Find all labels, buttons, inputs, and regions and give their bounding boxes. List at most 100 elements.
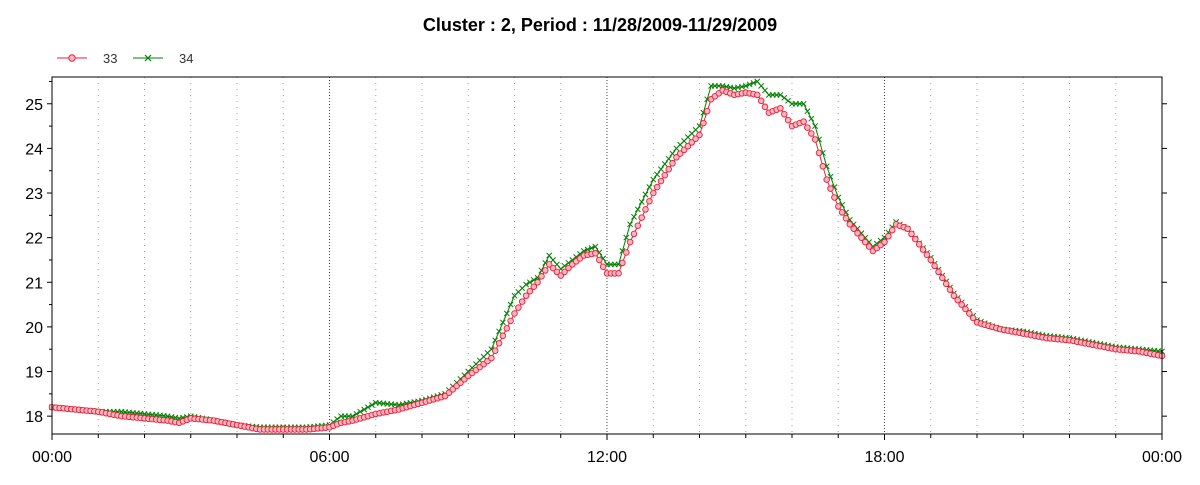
y-tick-label: 23 — [25, 186, 43, 203]
plot-series — [48, 78, 1166, 433]
data-point-33 — [495, 340, 503, 347]
data-point-34 — [654, 171, 661, 178]
data-point-34 — [627, 221, 634, 228]
data-point-33 — [518, 298, 526, 305]
data-point-33 — [939, 274, 946, 282]
data-point-33 — [865, 243, 873, 250]
data-point-33 — [630, 230, 638, 238]
data-point-33 — [915, 241, 923, 248]
legend-label-34: 34 — [179, 51, 193, 66]
data-point-33 — [673, 154, 680, 161]
y-tick-label: 24 — [25, 141, 43, 158]
data-point-34 — [365, 404, 371, 411]
data-point-33 — [784, 116, 792, 124]
data-point-33 — [646, 197, 653, 205]
data-point-33 — [861, 238, 869, 246]
data-point-33 — [808, 130, 815, 137]
data-point-34 — [777, 91, 784, 98]
data-point-33 — [761, 103, 769, 111]
series-line-33 — [51, 89, 1163, 430]
data-point-33 — [850, 225, 857, 232]
data-point-33 — [888, 226, 896, 234]
data-point-33 — [553, 268, 561, 276]
data-point-33 — [634, 222, 642, 229]
data-point-34 — [523, 281, 530, 288]
data-point-33 — [835, 203, 842, 210]
data-point-33 — [491, 347, 499, 354]
data-point-33 — [596, 256, 603, 264]
x-tick-label: 12:00 — [587, 449, 627, 466]
data-point-33 — [669, 160, 676, 167]
data-point-33 — [561, 268, 568, 276]
data-point-34 — [361, 406, 368, 413]
data-point-33 — [619, 259, 626, 267]
data-point-33 — [831, 194, 838, 201]
data-point-33 — [684, 142, 692, 150]
data-point-33 — [842, 215, 850, 222]
data-point-33 — [923, 251, 931, 259]
data-point-33 — [511, 310, 518, 317]
data-point-34 — [746, 81, 753, 88]
data-point-34 — [812, 123, 819, 130]
data-point-33 — [827, 185, 834, 192]
data-point-34 — [503, 310, 510, 317]
data-point-34 — [496, 328, 503, 335]
data-point-33 — [912, 235, 919, 243]
data-point-33 — [692, 135, 699, 142]
data-point-33 — [549, 264, 557, 272]
data-point-34 — [357, 408, 364, 415]
data-point-33 — [526, 287, 534, 295]
data-point-34 — [368, 402, 375, 408]
data-point-33 — [757, 97, 765, 105]
data-point-33 — [542, 267, 549, 274]
data-point-34 — [650, 176, 657, 183]
data-point-33 — [703, 107, 711, 115]
data-point-33 — [680, 146, 688, 154]
data-point-33 — [781, 110, 788, 118]
x-tick-label: 00:00 — [1142, 449, 1182, 466]
data-point-33 — [661, 171, 669, 179]
data-point-33 — [657, 177, 665, 185]
data-point-33 — [908, 230, 915, 238]
data-point-33 — [696, 131, 703, 139]
data-point-34 — [507, 301, 514, 308]
data-point-34 — [623, 234, 630, 241]
data-point-33 — [530, 283, 538, 290]
data-point-33 — [881, 238, 888, 246]
data-point-33 — [846, 221, 854, 228]
data-point-33 — [858, 234, 865, 241]
data-point-34 — [658, 166, 664, 173]
data-point-34 — [592, 243, 599, 250]
data-point-33 — [538, 273, 545, 280]
data-point-33 — [754, 91, 761, 99]
data-point-33 — [804, 124, 811, 131]
data-point-34 — [499, 319, 506, 326]
data-point-34 — [638, 198, 645, 205]
data-point-34 — [750, 79, 757, 86]
data-point-34 — [634, 206, 641, 213]
data-point-33 — [777, 104, 784, 112]
data-point-33 — [700, 119, 707, 127]
data-point-33 — [650, 189, 657, 197]
data-point-34 — [808, 115, 815, 122]
y-tick-label: 18 — [25, 409, 43, 426]
data-point-33 — [599, 263, 607, 270]
y-tick-label: 25 — [25, 97, 43, 114]
legend-marker-34 — [144, 54, 152, 62]
chart-title: Cluster : 2, Period : 11/28/2009-11/29/2… — [423, 15, 777, 35]
data-point-33 — [950, 292, 958, 299]
data-point-33 — [592, 250, 599, 257]
data-point-33 — [800, 118, 807, 125]
data-point-33 — [935, 268, 942, 276]
data-point-33 — [815, 149, 823, 157]
data-point-33 — [623, 249, 630, 256]
data-point-33 — [503, 325, 511, 332]
data-point-33 — [615, 270, 622, 277]
data-point-34 — [584, 246, 591, 253]
data-point-33 — [927, 256, 935, 264]
data-point-33 — [954, 296, 961, 304]
data-point-33 — [966, 310, 973, 317]
y-tick-label: 22 — [25, 231, 43, 248]
data-point-33 — [638, 214, 645, 221]
